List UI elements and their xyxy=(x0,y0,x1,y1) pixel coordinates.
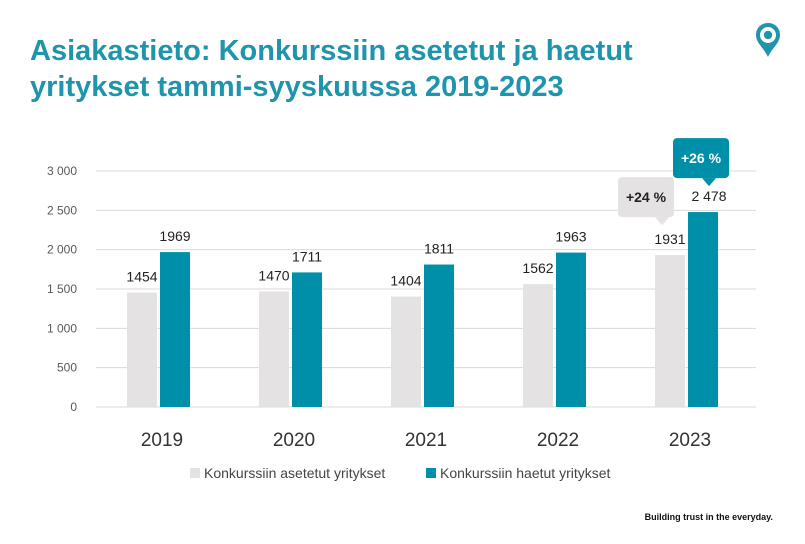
callout-text: +26 % xyxy=(681,150,722,166)
location-pin-icon xyxy=(756,23,780,57)
data-label: 1562 xyxy=(522,260,553,276)
y-tick-label: 1 500 xyxy=(47,282,77,296)
data-label: 1931 xyxy=(654,231,685,247)
tagline: Building trust in the everyday. xyxy=(644,512,773,522)
x-tick-label: 2023 xyxy=(669,430,711,451)
y-tick-label: 0 xyxy=(70,400,77,414)
data-label: 1454 xyxy=(126,269,157,285)
y-tick-label: 2 500 xyxy=(47,203,77,217)
x-tick-label: 2021 xyxy=(405,430,447,451)
bar-haetut xyxy=(160,252,190,407)
callout-pointer xyxy=(702,178,716,187)
legend-swatch-asetetut xyxy=(190,468,200,478)
bar-haetut xyxy=(424,264,454,407)
bar-asetetut xyxy=(655,255,685,407)
data-label: 1404 xyxy=(390,273,421,289)
data-label: 1969 xyxy=(159,228,190,244)
y-tick-label: 2 000 xyxy=(47,243,77,257)
bar-haetut xyxy=(688,212,718,407)
x-tick-label: 2019 xyxy=(141,430,183,451)
bar-asetetut xyxy=(259,291,289,407)
bar-asetetut xyxy=(391,296,421,407)
x-tick-label: 2022 xyxy=(537,430,579,451)
data-label: 2 478 xyxy=(691,188,726,204)
bar-asetetut xyxy=(127,292,157,407)
bar-asetetut xyxy=(523,284,553,407)
chart-title: Asiakastieto: Konkurssiin asetetut ja ha… xyxy=(30,35,633,103)
callout-pointer xyxy=(655,217,669,226)
data-label: 1470 xyxy=(258,267,289,283)
legend-label-asetetut: Konkurssiin asetetut yritykset xyxy=(204,465,385,481)
callout-asetetut xyxy=(618,177,674,218)
data-label: 1711 xyxy=(292,248,322,264)
bar-haetut xyxy=(292,272,322,407)
data-label: 1963 xyxy=(555,229,586,245)
legend-swatch-haetut xyxy=(426,468,436,478)
x-tick-label: 2020 xyxy=(273,430,315,451)
y-tick-label: 1 000 xyxy=(47,321,77,335)
y-tick-label: 3 000 xyxy=(47,164,77,178)
bar-haetut xyxy=(556,252,586,407)
data-label: 1811 xyxy=(424,241,454,257)
legend-label-haetut: Konkurssiin haetut yritykset xyxy=(440,465,611,481)
callout-haetut xyxy=(673,138,729,179)
y-tick-label: 500 xyxy=(57,361,77,375)
callout-text: +24 % xyxy=(626,189,667,205)
